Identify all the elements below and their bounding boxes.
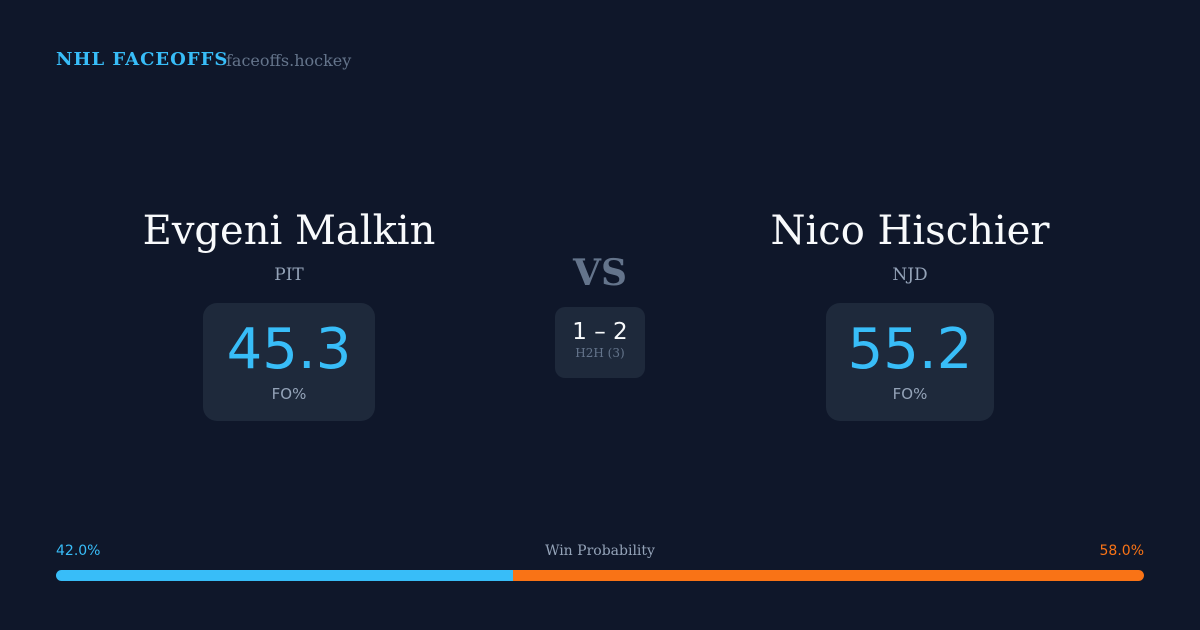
p1-probability-fill <box>56 570 513 581</box>
site-url: faceoffs.hockey <box>226 51 352 70</box>
p2-win-pct: 58.0% <box>1099 543 1144 559</box>
player1-fo-pct: 45.3 <box>226 317 352 382</box>
brand-title: NHL FACEOFFS <box>56 49 229 70</box>
h2h-card: 1 – 2 H2H (3) <box>555 307 645 378</box>
player1-stat-card: 45.3 FO% <box>203 303 375 421</box>
p1-win-pct: 42.0% <box>56 543 101 559</box>
win-probability-bar <box>56 570 1144 581</box>
player2-stat-card: 55.2 FO% <box>826 303 994 421</box>
player1-name: Evgeni Malkin <box>142 208 436 254</box>
player1-fo-label: FO% <box>271 385 307 403</box>
player2-panel: Nico Hischier NJD 55.2 FO% <box>700 205 1120 421</box>
player1-team: PIT <box>274 265 304 285</box>
p2-probability-fill <box>512 570 1144 581</box>
h2h-score: 1 – 2 <box>572 319 628 345</box>
player2-fo-pct: 55.2 <box>847 317 973 382</box>
vs-label: VS <box>573 252 627 294</box>
player2-team: NJD <box>892 265 928 285</box>
h2h-label: H2H (3) <box>575 346 625 360</box>
player2-fo-label: FO% <box>892 385 928 403</box>
player1-panel: Evgeni Malkin PIT 45.3 FO% <box>79 205 499 421</box>
win-probability-label: Win Probability <box>545 543 655 559</box>
player2-name: Nico Hischier <box>770 208 1050 254</box>
